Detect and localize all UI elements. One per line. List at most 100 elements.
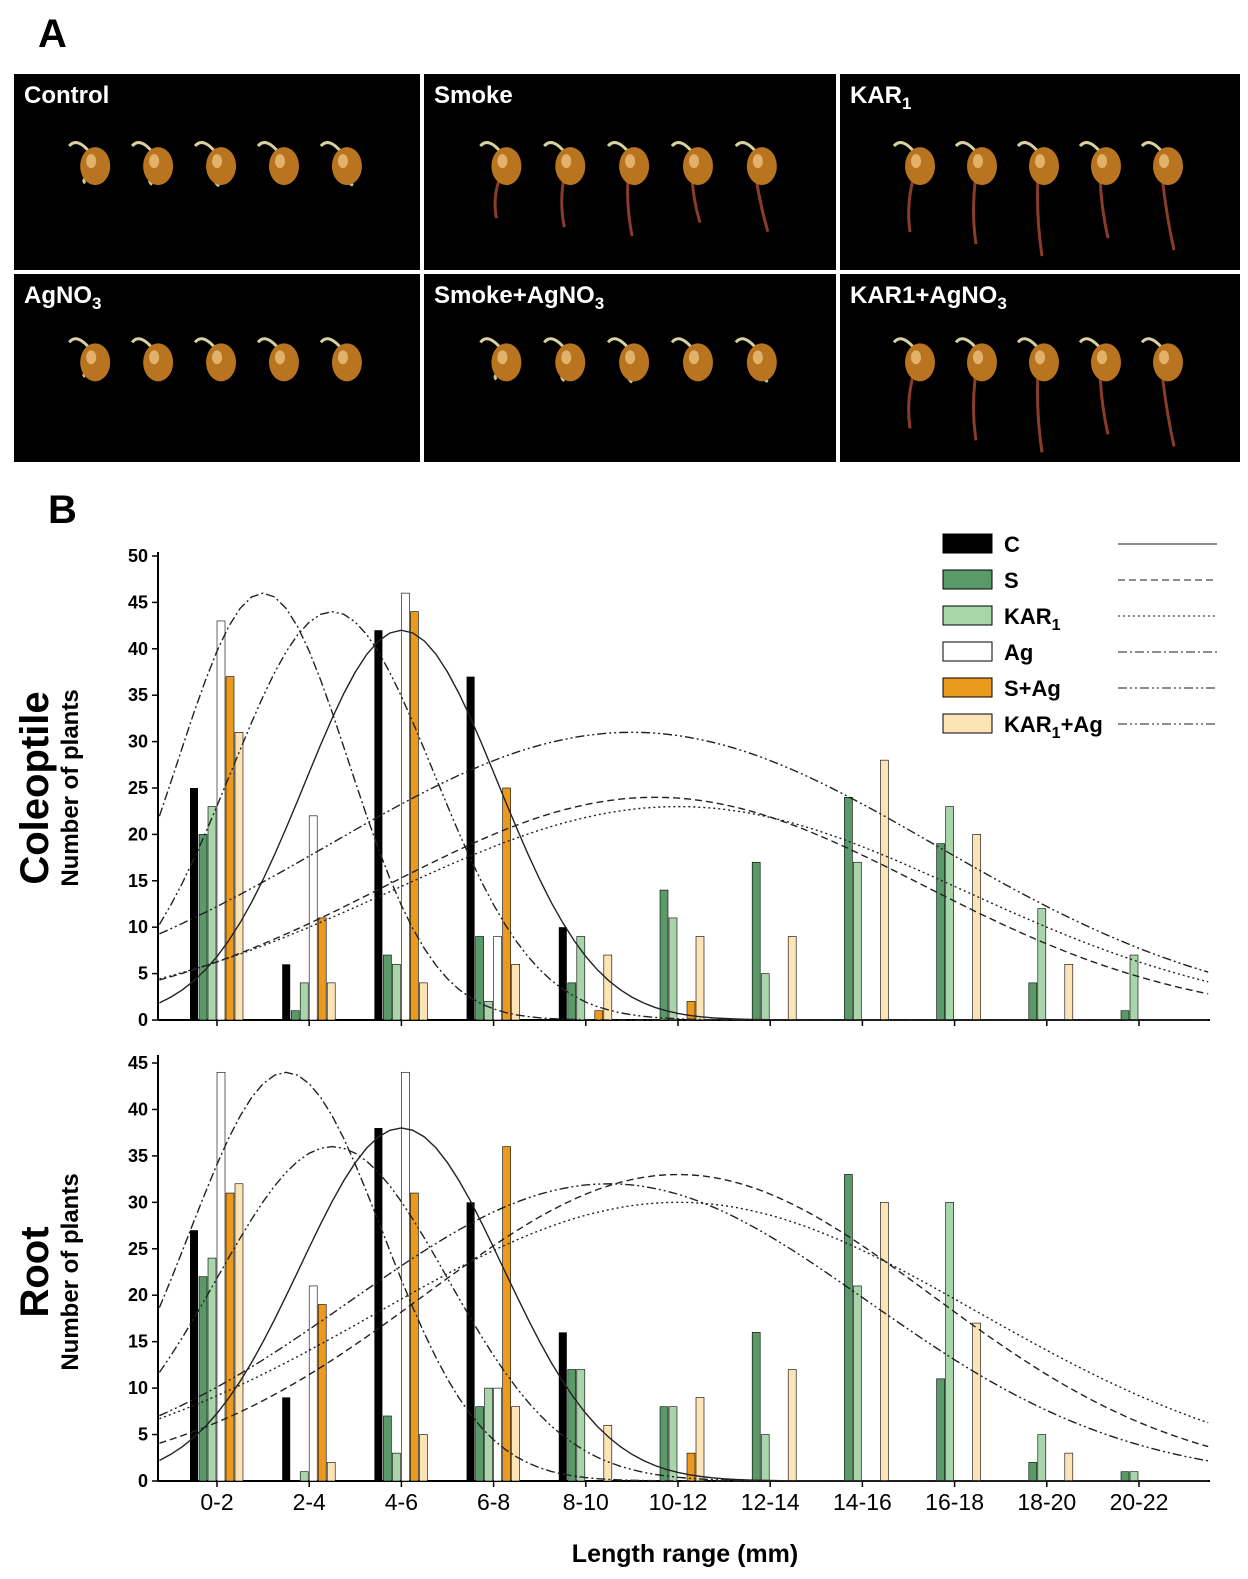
bar-s [1028, 982, 1038, 1021]
y-axis-title: Coleoptile [13, 691, 57, 884]
bar-kar1-ag [419, 1434, 428, 1482]
bar-s-ag [502, 787, 511, 1021]
bar-s [751, 1332, 761, 1482]
x-tick-label: 8-10 [563, 1489, 609, 1515]
legend-swatch-ag [942, 641, 993, 662]
y-tick-label: 5 [138, 1425, 148, 1445]
bar-kar1-ag [1064, 1452, 1074, 1482]
bar-kar1 [484, 1387, 493, 1482]
seedling [256, 337, 299, 382]
bar-s-ag [317, 917, 327, 1021]
bar-c [190, 1230, 198, 1481]
y-tick-label: 25 [128, 1239, 148, 1259]
bar-ag [308, 815, 318, 1021]
legend-label: Ag [1004, 640, 1033, 665]
seedlings-drawing [68, 141, 362, 188]
y-tick-label: 20 [128, 1285, 148, 1305]
y-tick-label: 0 [138, 1010, 148, 1030]
seedling [130, 141, 174, 186]
seedling [479, 337, 522, 382]
seedling [68, 141, 111, 186]
bar-s-ag [225, 1192, 235, 1482]
legend-swatch-c [942, 533, 993, 554]
legend-swatch-kar1 [942, 605, 993, 626]
seedling [256, 141, 299, 186]
y-tick-label: 30 [128, 732, 148, 752]
photo-label-kar1: KAR1 [850, 82, 912, 113]
seedling [1016, 141, 1059, 257]
seedling-photo-grid: Control Smoke KAR1 AgNO3 Smoke+AgNO3 KAR… [14, 74, 1240, 462]
bar-s [383, 1415, 392, 1482]
bar-kar1-ag [511, 1406, 520, 1482]
x-tick-label: 10-12 [649, 1489, 708, 1515]
seedlings-drawing [479, 337, 777, 384]
seedling [543, 337, 586, 383]
bar-kar1-ag [1064, 964, 1074, 1021]
bar-s-ag [594, 1010, 604, 1021]
photo-smoke-agno3: Smoke+AgNO3 [424, 274, 836, 462]
bar-s [1120, 1471, 1130, 1482]
bar-s [567, 982, 577, 1021]
bar-kar1-ag [234, 732, 244, 1021]
fit-curve-ag [158, 592, 1209, 1021]
y-tick-label: 25 [128, 778, 148, 798]
x-tick-label: 14-16 [833, 1489, 892, 1515]
bar-s [659, 889, 669, 1021]
seedling [1140, 141, 1183, 251]
bar-kar1-ag [419, 982, 428, 1021]
photo-label-control: Control [24, 82, 110, 109]
y-tick-label: 45 [128, 592, 148, 612]
seedling [670, 337, 713, 382]
x-tick-label: 0-2 [200, 1489, 233, 1515]
seedlings-drawing [68, 337, 362, 382]
photo-smoke: Smoke [424, 74, 836, 270]
bar-kar1-ag [603, 1424, 613, 1482]
y-tick-label: 5 [138, 964, 148, 984]
legend-swatch-s [942, 569, 993, 590]
y-tick-label: 20 [128, 824, 148, 844]
bar-s [567, 1369, 577, 1482]
bar-kar1 [392, 1452, 401, 1482]
bar-kar1-ag [695, 1397, 705, 1482]
bar-ag [308, 1285, 318, 1482]
bar-kar1-ag [326, 982, 336, 1021]
y-axis-subtitle: Number of plants [57, 1173, 84, 1370]
bar-ag [216, 620, 226, 1021]
x-tick-label: 12-14 [741, 1489, 800, 1515]
bar-kar1-ag [234, 1183, 244, 1482]
seedling [1140, 337, 1183, 447]
bar-kar1 [945, 806, 954, 1021]
photo-kar1-agno3: KAR1+AgNO3 [840, 274, 1240, 462]
bar-s [198, 834, 208, 1021]
bar-kar1 [853, 861, 862, 1021]
y-axis-title: Root [13, 1226, 57, 1317]
y-tick-label: 15 [128, 1332, 148, 1352]
x-axis-title: Length range (mm) [572, 1540, 798, 1568]
bar-c [282, 1397, 291, 1481]
bar-kar1 [760, 1434, 770, 1482]
bar-kar1 [576, 936, 586, 1021]
bar-c [374, 630, 383, 1020]
bar-kar1 [392, 964, 401, 1021]
bar-c [558, 927, 567, 1020]
bar-s-ag [317, 1304, 327, 1482]
seedling [543, 141, 586, 228]
seedlings-drawing [892, 337, 1183, 453]
x-tick-label: 16-18 [925, 1489, 984, 1515]
seedling [193, 337, 237, 382]
seedling [479, 141, 522, 219]
bar-c [558, 1332, 567, 1481]
bar-s [751, 861, 761, 1021]
bar-s [475, 936, 484, 1021]
y-tick-label: 40 [128, 639, 148, 659]
bar-s [383, 954, 392, 1021]
bar-kar1 [299, 1471, 309, 1482]
fit-curve-kar1-ag [159, 731, 1209, 973]
x-tick-label: 20-22 [1110, 1489, 1169, 1515]
bar-kar1-ag [787, 1369, 797, 1482]
bar-s [198, 1276, 208, 1482]
bar-s [844, 796, 853, 1021]
seedling [193, 141, 237, 188]
bar-ag [401, 592, 410, 1021]
